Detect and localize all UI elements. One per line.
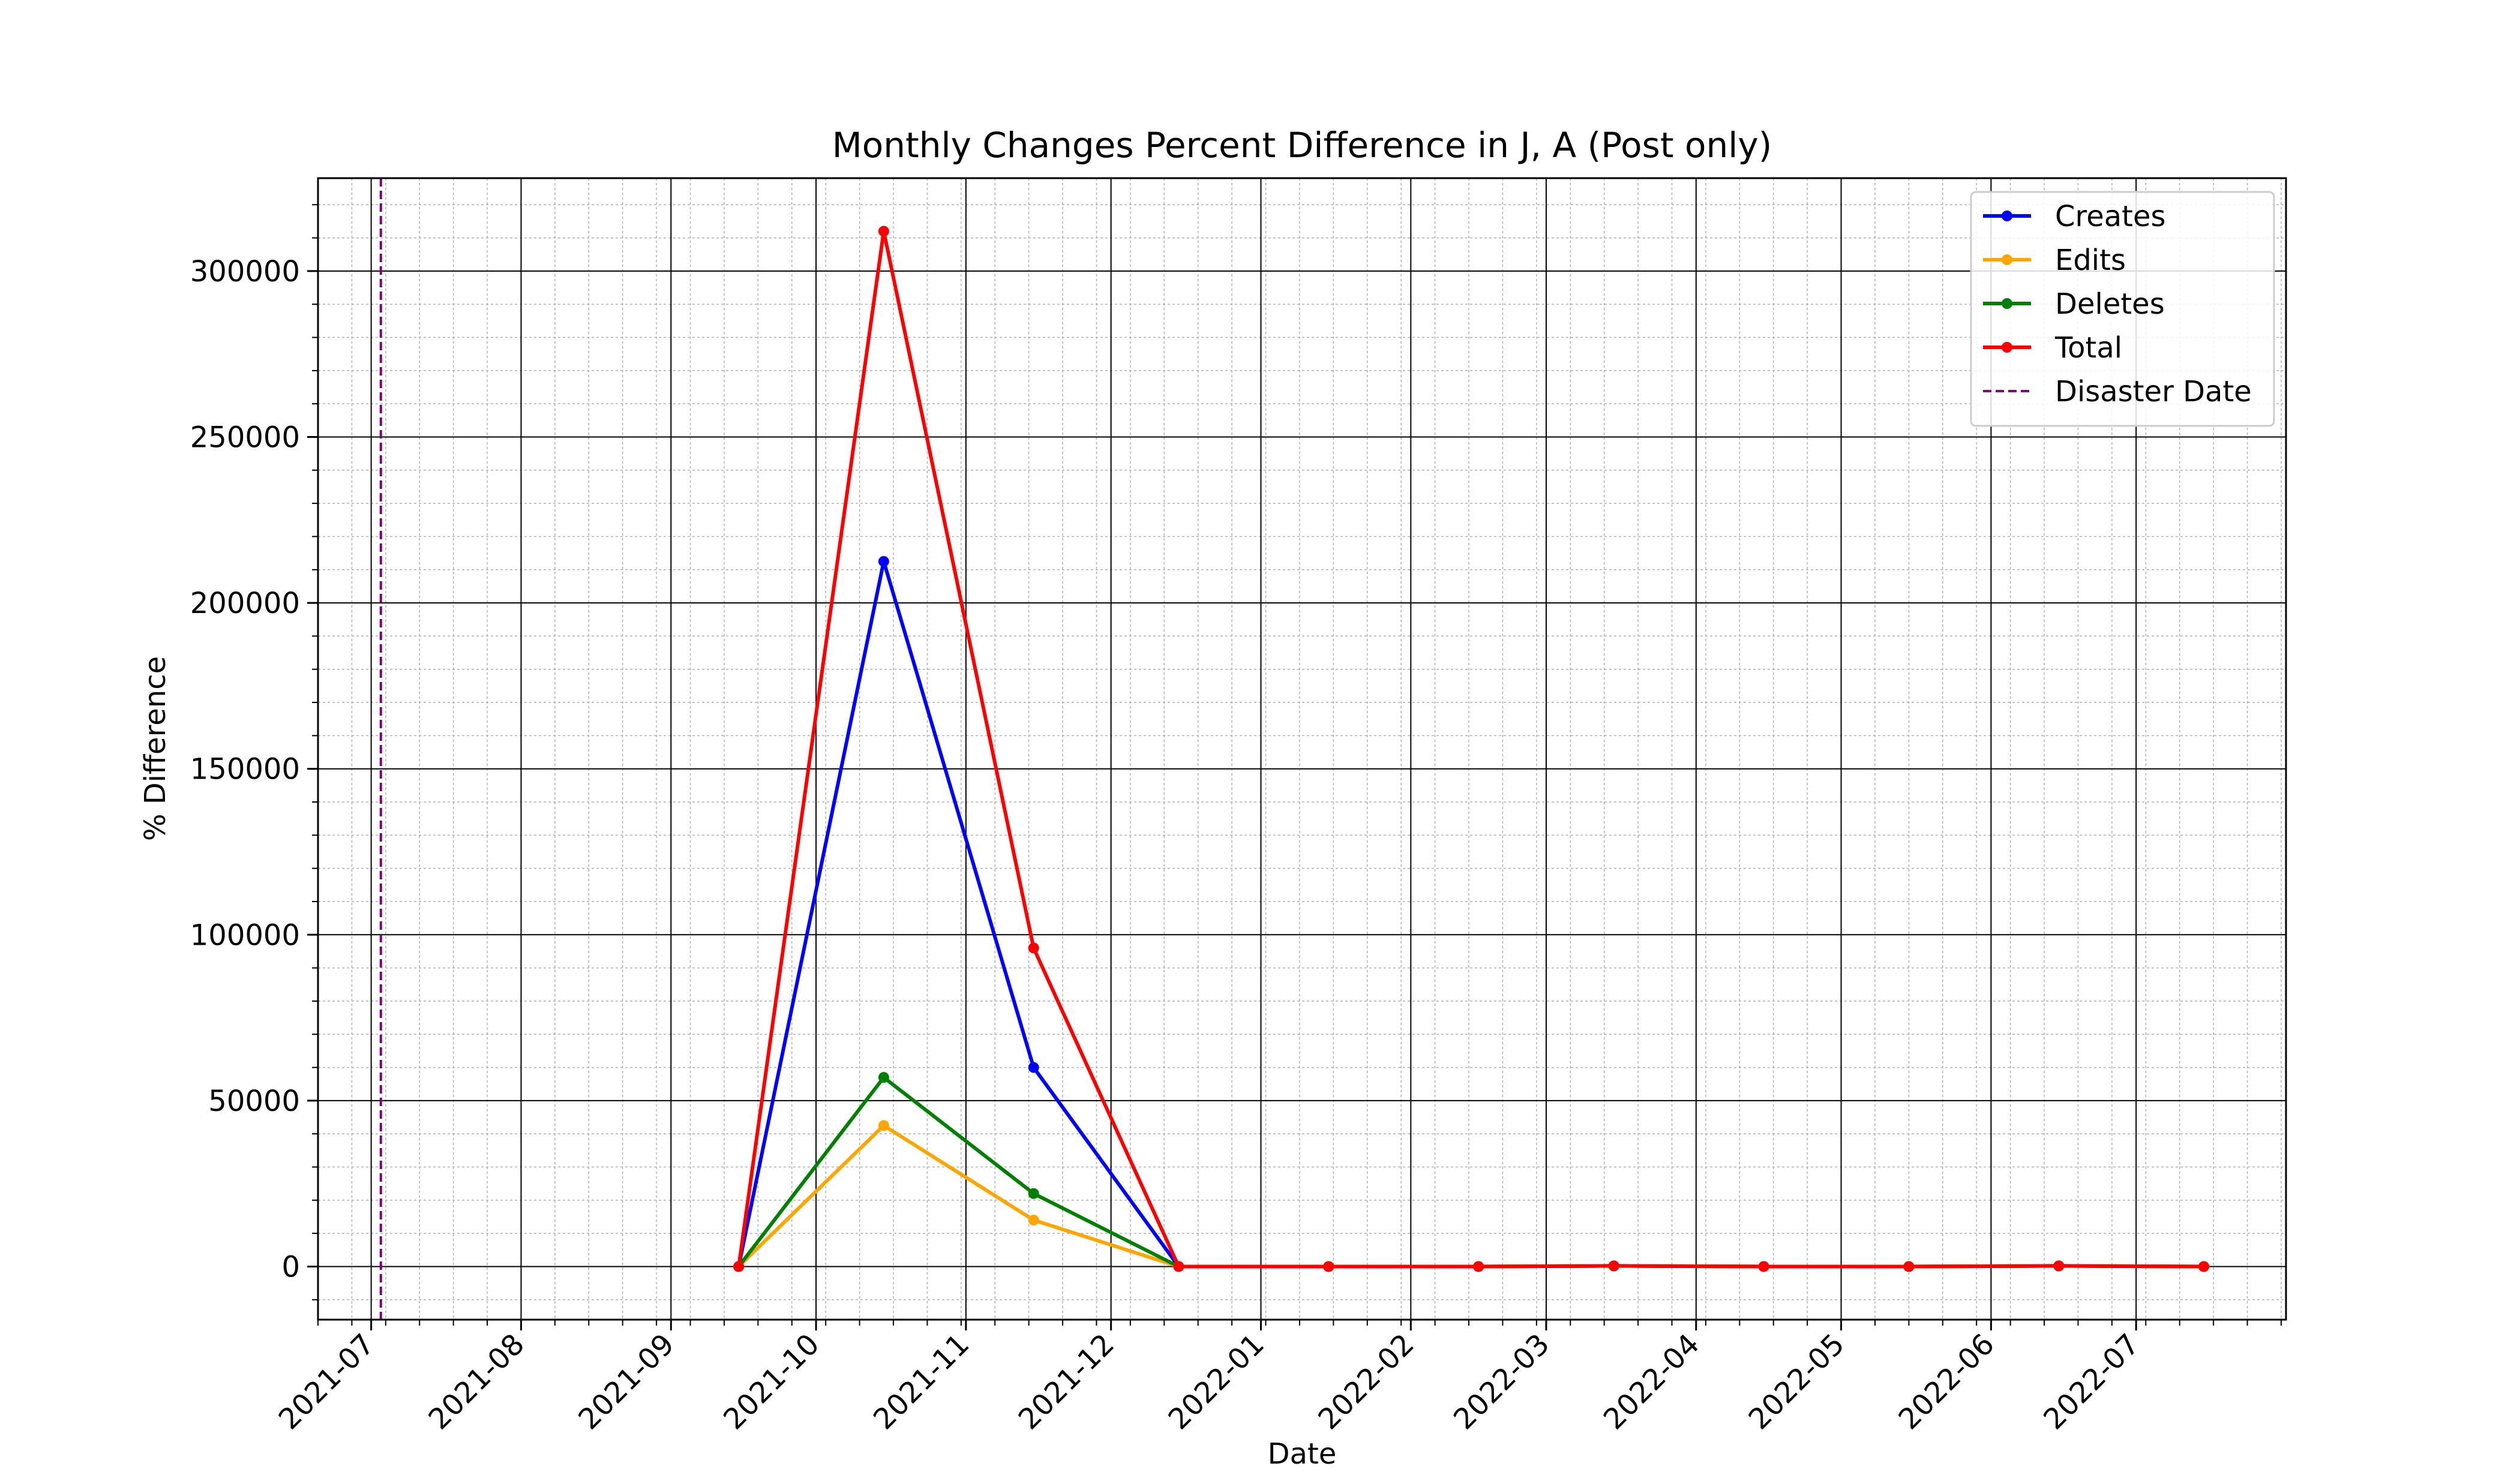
point-total [878,226,889,237]
y-tick-label: 100000 [190,918,300,952]
point-edits [878,1120,889,1131]
legend-marker-creates [2002,211,2012,221]
y-axis-label: % Difference [139,656,172,841]
point-total [733,1261,745,1272]
y-tick-label: 300000 [190,255,300,289]
y-tick-label: 250000 [190,420,300,454]
legend: Creates Edits Deletes Total Disaster Date [1970,191,2275,427]
point-total [1173,1261,1184,1272]
point-total [1028,942,1039,954]
point-total [2053,1260,2065,1272]
point-total [2198,1261,2209,1272]
chart-title: Monthly Changes Percent Difference in J,… [832,125,1772,166]
legend-marker-deletes [2002,298,2012,309]
point-deletes [1028,1188,1039,1199]
legend-marker-edits [2002,254,2012,265]
y-tick-label: 50000 [208,1085,300,1118]
y-tick-label: 150000 [190,753,300,786]
x-axis-label: Date [1268,1437,1337,1470]
y-tick-label: 200000 [190,587,300,620]
point-total [1903,1261,1915,1272]
legend-label-edits: Edits [2055,244,2126,277]
legend-label-total: Total [2054,331,2122,365]
legend-label-disaster-date: Disaster Date [2055,375,2252,408]
point-edits [1028,1215,1039,1226]
legend-label-creates: Creates [2055,200,2166,233]
legend-box [1970,191,2275,427]
point-total [1323,1261,1334,1272]
point-total [1473,1261,1484,1272]
point-creates [878,555,889,567]
y-tick-label: 0 [281,1250,300,1284]
point-total [1758,1261,1769,1272]
point-creates [1028,1062,1039,1073]
legend-label-deletes: Deletes [2055,287,2165,321]
plot-area [317,177,2287,1321]
point-total [1608,1260,1619,1272]
point-deletes [878,1072,889,1083]
legend-marker-total [2002,342,2012,353]
